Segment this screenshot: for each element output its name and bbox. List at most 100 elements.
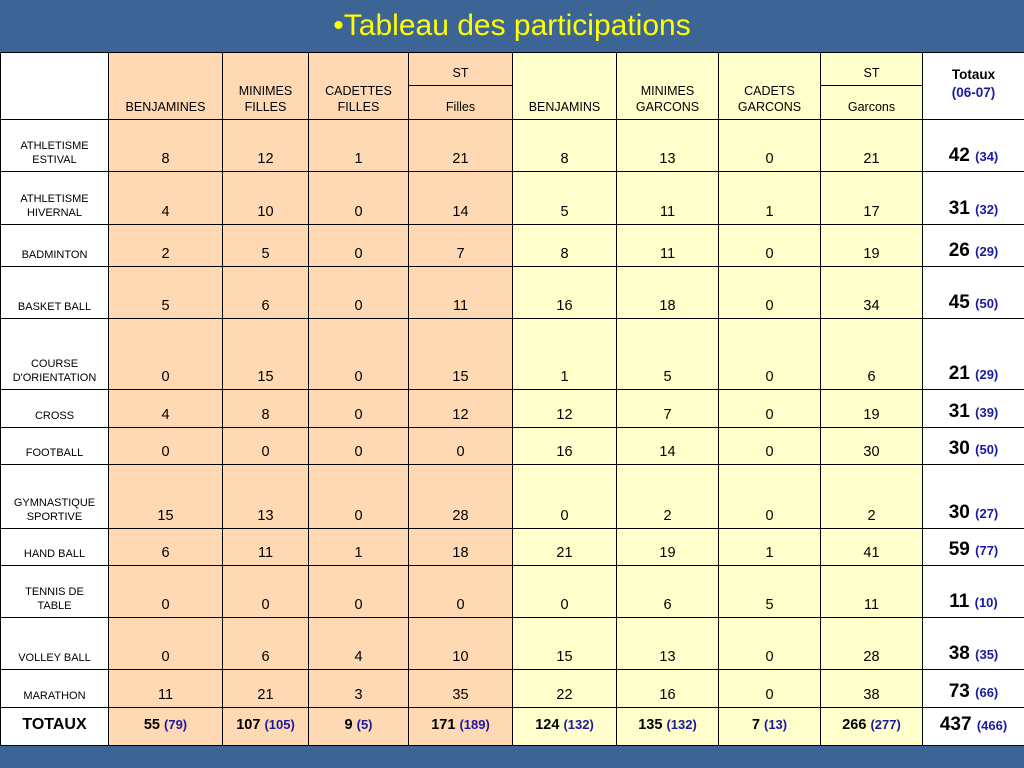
row-label: BASKET BALL: [0, 266, 109, 319]
value-cell: 16: [512, 427, 617, 465]
value-cell: 16: [512, 266, 617, 319]
value-cell: 7: [408, 224, 513, 267]
value-cell: 0: [718, 669, 821, 708]
header-benjamins: BENJAMINS: [512, 52, 617, 120]
value-cell: 11: [616, 224, 719, 267]
value-cell: 6: [222, 266, 309, 319]
value-cell: 0: [108, 427, 223, 465]
row-label: ATHLETISME HIVERNAL: [0, 171, 109, 225]
header-minimes-garcons: MINIMES GARCONS: [616, 52, 719, 120]
value-cell: 14: [616, 427, 719, 465]
row-total: 31 (39): [922, 389, 1024, 428]
row-total: 38 (35): [922, 617, 1024, 670]
value-cell: 41: [820, 528, 923, 566]
row-total: 31 (32): [922, 171, 1024, 225]
value-cell: 5: [512, 171, 617, 225]
table-row: GYMNASTIQUE SPORTIVE 15 13 0 28 0 2 0 2 30 (27): [0, 464, 1024, 529]
participation-table: BENJAMINES MINIMES FILLES CADETTES FILLES …: [0, 52, 1024, 746]
value-cell: 15: [512, 617, 617, 670]
value-cell: 11: [222, 528, 309, 566]
value-cell: 0: [308, 565, 409, 618]
value-cell: 0: [718, 224, 821, 267]
value-cell: 0: [408, 427, 513, 465]
header-st-filles-top: ST: [408, 52, 513, 86]
value-cell: 21: [512, 528, 617, 566]
header-totaux: Totaux (06-07): [922, 52, 1024, 120]
row-label: COURSE D'ORIENTATION: [0, 318, 109, 390]
column-total: 9 (5): [308, 707, 409, 746]
value-cell: 3: [308, 669, 409, 708]
previous-total: (35): [975, 647, 999, 662]
value-cell: 4: [108, 389, 223, 428]
value-cell: 8: [512, 224, 617, 267]
header-cadettes-filles: CADETTES FILLES: [308, 52, 409, 120]
value-cell: 11: [820, 565, 923, 618]
column-total: 124 (132): [512, 707, 617, 746]
row-total: 11 (10): [922, 565, 1024, 618]
value-cell: 0: [222, 565, 309, 618]
value-cell: 22: [512, 669, 617, 708]
value-cell: 6: [616, 565, 719, 618]
row-total: 21 (29): [922, 318, 1024, 390]
value-cell: 5: [718, 565, 821, 618]
value-cell: 6: [222, 617, 309, 670]
header-st-garcons-top: ST: [820, 52, 923, 86]
totals-label: TOTAUX: [0, 707, 109, 746]
column-total: 171 (189): [408, 707, 513, 746]
row-total: 30 (27): [922, 464, 1024, 529]
header-benjamines: BENJAMINES: [108, 52, 223, 120]
value-cell: 21: [408, 119, 513, 172]
value-cell: 5: [616, 318, 719, 390]
value-cell: 12: [408, 389, 513, 428]
value-cell: 18: [408, 528, 513, 566]
value-cell: 34: [820, 266, 923, 319]
value-cell: 2: [616, 464, 719, 529]
row-total: 45 (50): [922, 266, 1024, 319]
value-cell: 2: [108, 224, 223, 267]
value-cell: 0: [718, 318, 821, 390]
value-cell: 6: [108, 528, 223, 566]
value-cell: 35: [408, 669, 513, 708]
value-cell: 0: [222, 427, 309, 465]
value-cell: 21: [820, 119, 923, 172]
value-cell: 1: [308, 119, 409, 172]
value-cell: 0: [512, 464, 617, 529]
table-row: HAND BALL 6 11 1 18 21 19 1 41 59 (77): [0, 528, 1024, 566]
value-cell: 17: [820, 171, 923, 225]
header-row-top: BENJAMINES MINIMES FILLES CADETTES FILLES …: [0, 52, 1024, 120]
value-cell: 11: [408, 266, 513, 319]
value-cell: 13: [616, 119, 719, 172]
value-cell: 0: [308, 266, 409, 319]
value-cell: 15: [108, 464, 223, 529]
totals-row: TOTAUX 55 (79) 107 (105) 9 (5) 171 (189) 124 …: [0, 707, 1024, 746]
row-total: 30 (50): [922, 427, 1024, 465]
value-cell: 0: [308, 318, 409, 390]
value-cell: 30: [820, 427, 923, 465]
header-st-garcons-bottom: Garcons: [820, 85, 923, 120]
table-row: CROSS 4 8 0 12 12 7 0 19 31 (39): [0, 389, 1024, 428]
value-cell: 1: [308, 528, 409, 566]
column-total: 266 (277): [820, 707, 923, 746]
previous-total: (77): [975, 543, 999, 558]
value-cell: 21: [222, 669, 309, 708]
value-cell: 18: [616, 266, 719, 319]
column-total: 7 (13): [718, 707, 821, 746]
row-label: VOLLEY BALL: [0, 617, 109, 670]
previous-total: (66): [975, 685, 999, 700]
row-total: 42 (34): [922, 119, 1024, 172]
value-cell: 0: [718, 427, 821, 465]
value-cell: 12: [512, 389, 617, 428]
value-cell: 19: [820, 389, 923, 428]
value-cell: 0: [718, 119, 821, 172]
header-row-bottom: Filles Garcons: [1, 85, 1024, 120]
table-row: BASKET BALL 5 6 0 11 16 18 0 34 45 (50): [0, 266, 1024, 319]
grand-total: 437 (466): [922, 707, 1024, 746]
row-total: 59 (77): [922, 528, 1024, 566]
value-cell: 0: [108, 318, 223, 390]
value-cell: 0: [512, 565, 617, 618]
value-cell: 8: [512, 119, 617, 172]
header-cadets-garcons: CADETS GARCONS: [718, 52, 821, 120]
page-title: •Tableau des participations: [333, 9, 691, 42]
value-cell: 1: [512, 318, 617, 390]
row-label: HAND BALL: [0, 528, 109, 566]
